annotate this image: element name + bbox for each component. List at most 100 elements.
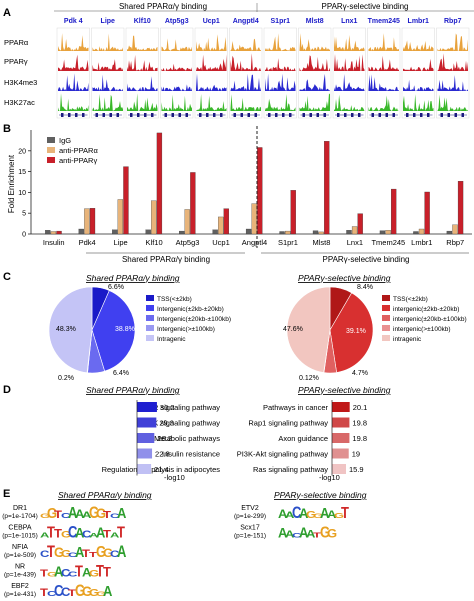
- gene-exon-klf10: [137, 113, 140, 117]
- signal-h3k4me3-lnx1: [334, 74, 365, 91]
- motif-name-ebf2: EBF2: [11, 583, 29, 590]
- motif-base-etv2-3: A: [299, 506, 309, 521]
- motif-name-nfia: NFIA: [12, 544, 28, 551]
- motif-base-dr1-2: T: [54, 508, 63, 521]
- signal-ppar-tmem245: [368, 33, 399, 51]
- bar-igg-rbp7: [446, 230, 453, 235]
- motif-pvalue-ebf2: (p=1e-431): [4, 591, 36, 598]
- track-column-lipe: [91, 27, 125, 119]
- gene-label-pdk-4: Pdk 4: [64, 18, 83, 25]
- pathway-label-pathways-in-cancer: Pathways in cancer: [263, 403, 329, 412]
- x-label-rbp7: Rbp7: [446, 238, 464, 247]
- pathway-bar-ras-signaling-pathway: [332, 464, 346, 474]
- track-column-tmem245: [367, 27, 401, 119]
- pathway-bar-pi3k-akt-signaling-pathway: [332, 448, 349, 459]
- bar-igg-klf10: [145, 229, 151, 235]
- gene-exon-tmem245: [378, 113, 381, 117]
- motif-base-nr-2: A: [54, 563, 63, 580]
- panel-c-letter: C: [3, 271, 11, 283]
- legend-anti-pparg: anti-PPARγ: [59, 156, 97, 165]
- gene-label-angptl4: Angptl4: [233, 18, 259, 25]
- gene-exon-klf10: [151, 113, 154, 117]
- signal-ppar-lnx1: [334, 35, 365, 51]
- motif-base-ebf2-7: G: [89, 587, 99, 598]
- pie-slice-intragenic: [286, 286, 331, 373]
- legend-label-intergenic-100kb: Intergenic(>±100kb): [157, 326, 215, 333]
- pathway-label-regulation-of-lipolysis-in-adipocytes: Regulation of lipolysis in adipocytes: [102, 465, 221, 474]
- kegg-shared-xlabel: -log10: [164, 473, 185, 482]
- signal-ppar-angptl4: [230, 53, 261, 71]
- x-label-ucp1: Ucp1: [212, 238, 230, 247]
- motif-base-nr-7: G: [89, 569, 99, 579]
- signal-h3k4me3-lmbr1: [403, 79, 434, 91]
- bar-anti-ppar-lnx1: [351, 226, 358, 235]
- motif-base-ebf2-2: C: [54, 583, 64, 600]
- signal-h3k4me3-lipe: [92, 74, 123, 91]
- y-tick-label-15: 15: [18, 169, 26, 176]
- pathway-value-pathways-in-cancer: 20.1: [353, 403, 368, 412]
- motif-base-dr1-8: G: [96, 506, 106, 521]
- motif-base-nfia-9: G: [103, 546, 113, 560]
- bar-anti-ppar-insulin: [56, 230, 62, 235]
- legend-label-intragenic: Intragenic: [157, 336, 186, 343]
- pathway-bar-metabolic-pathways: [137, 433, 155, 443]
- bar-anti-ppar-lmbr1: [424, 191, 430, 235]
- motif-base-dr1-3: C: [61, 512, 71, 521]
- bar-anti-ppar-klf10: [156, 132, 163, 235]
- bar-anti-ppar-tmem245: [390, 188, 397, 235]
- kegg-selective-bars: Pathways in cancer 20.1 Rap1 signaling pat…: [237, 400, 368, 476]
- motif-base-cebpa-10: A: [110, 531, 120, 540]
- signal-ppar-tmem245: [368, 55, 399, 71]
- pathway-label-pi3k-akt-signaling-pathway: PI3K-Akt signaling pathway: [237, 450, 329, 459]
- gene-exon-pdk-4: [82, 113, 85, 117]
- track-column-mlst8: [298, 27, 332, 119]
- pie-percent-labels: 6.6% 38.8% 6.4% 0.2% 48.3% 8.4% 39.1% 4.…: [56, 284, 373, 382]
- signal-h3k4me3-angptl4: [230, 73, 261, 91]
- track-column-lnx1: [332, 27, 366, 119]
- gene-exon-rbp7: [461, 113, 464, 117]
- gene-exon-lipe: [109, 113, 112, 117]
- signal-ppar-rbp7: [437, 33, 468, 51]
- motif-base-cebpa-8: A: [96, 524, 105, 541]
- bar-anti-ppar-lmbr1: [418, 228, 425, 235]
- bar-anti-ppar-rbp7: [452, 224, 458, 235]
- pie-selective-label-intergenic-100: 0.12%: [299, 375, 319, 382]
- bar-anti-ppar-pdk4: [84, 208, 90, 235]
- bar-anti-ppar-angptl4: [257, 147, 263, 235]
- gene-exon-lmbr1: [427, 113, 430, 117]
- gene-exon-atp5g3: [185, 113, 188, 117]
- legend-swatch-intergenic-20kb-100kb: [146, 315, 154, 321]
- motif-base-nr-0: T: [40, 568, 48, 579]
- gene-exon-pdk-4: [68, 113, 71, 117]
- track-label-ppara: PPARα: [4, 38, 29, 47]
- pie-slice-intergenic-2kb-20kb: [329, 292, 374, 373]
- bar-igg-lipe: [112, 229, 118, 235]
- pie-shared-label-intergenic-20-100: 6.4%: [113, 370, 129, 377]
- legend-swatch-intergenic-20kb-100kb: [382, 315, 390, 321]
- gene-label-tmem245: Tmem245: [368, 18, 400, 25]
- gene-label-rbp7: Rbp7: [444, 18, 462, 25]
- x-label-klf10: Klf10: [146, 238, 163, 247]
- gene-exon-rbp7: [447, 113, 450, 117]
- pie-shared-label-tss: 6.6%: [108, 284, 124, 291]
- bar-igg-ucp1: [212, 229, 218, 235]
- motif-base-scx17-1: A: [285, 529, 295, 540]
- pathway-bar-rap1-signaling-pathway: [332, 417, 350, 428]
- signal-h3k27ac-ucp1: [196, 94, 227, 111]
- motif-shared-title: Shared PPARα/γ binding: [58, 490, 152, 500]
- bar-anti-ppar-tmem245: [385, 230, 391, 235]
- gene-exon-klf10: [144, 113, 147, 117]
- pathway-value-metabolic-pathways: 26.2: [157, 434, 172, 443]
- motif-base-nfia-0: C: [40, 550, 49, 560]
- panel-b-ylabel: Fold Enrichment: [7, 154, 16, 213]
- legend-label-intergenic-100kb: intergenic(>±100kb): [393, 326, 451, 333]
- bar-igg-angptl4: [245, 228, 252, 235]
- motif-base-nfia-3: G: [61, 548, 71, 559]
- motif-base-ebf2-5: G: [75, 581, 85, 600]
- gene-label-lnx1: Lnx1: [341, 18, 357, 25]
- bar-anti-ppar-s1pr1: [285, 230, 291, 235]
- gene-exon-lnx1: [351, 113, 354, 117]
- gene-exon-lnx1: [344, 113, 347, 117]
- motif-base-dr1-9: T: [103, 509, 111, 520]
- enrichment-bars: [45, 132, 464, 235]
